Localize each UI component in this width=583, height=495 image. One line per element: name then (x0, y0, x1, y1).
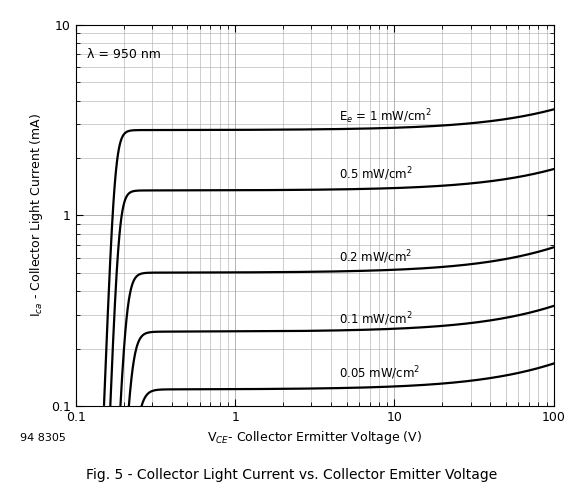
Text: 0.5 mW/cm$^2$: 0.5 mW/cm$^2$ (339, 165, 413, 183)
Text: λ = 950 nm: λ = 950 nm (87, 48, 161, 61)
Text: 94 8305: 94 8305 (20, 433, 66, 443)
X-axis label: V$_{CE}$- Collector Ermitter Voltage (V): V$_{CE}$- Collector Ermitter Voltage (V) (208, 429, 422, 446)
Y-axis label: I$_{ca}$ - Collector Light Current (mA): I$_{ca}$ - Collector Light Current (mA) (29, 113, 45, 317)
Text: 0.05 mW/cm$^2$: 0.05 mW/cm$^2$ (339, 365, 420, 382)
Text: Fig. 5 - Collector Light Current vs. Collector Emitter Voltage: Fig. 5 - Collector Light Current vs. Col… (86, 468, 497, 482)
Text: 0.2 mW/cm$^2$: 0.2 mW/cm$^2$ (339, 249, 413, 266)
Text: E$_e$ = 1 mW/cm$^2$: E$_e$ = 1 mW/cm$^2$ (339, 107, 432, 126)
Text: 0.1 mW/cm$^2$: 0.1 mW/cm$^2$ (339, 310, 413, 328)
